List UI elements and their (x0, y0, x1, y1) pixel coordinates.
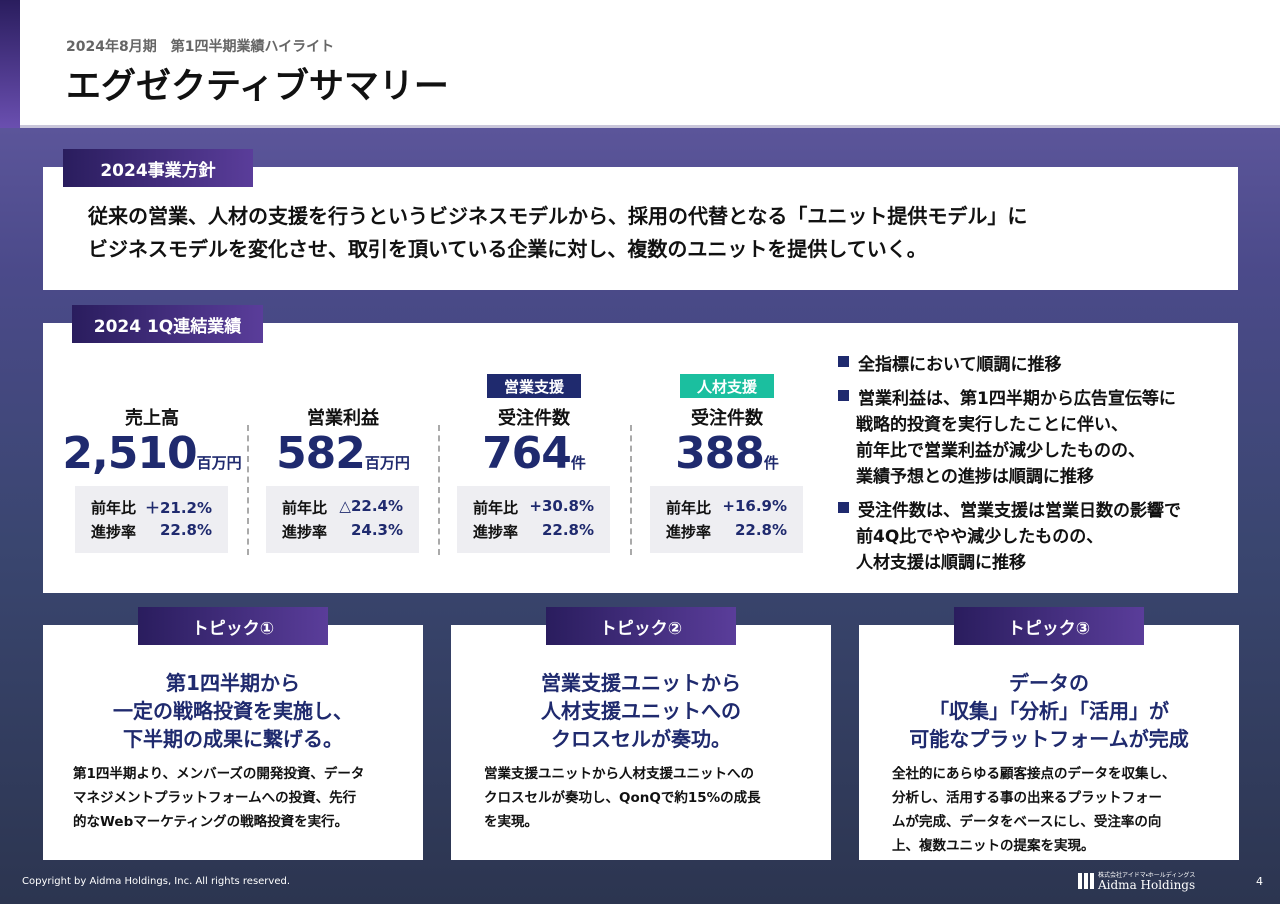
topic-body: を実現。 (484, 814, 538, 830)
divider (630, 425, 632, 555)
kpi-name: 受注件数 (691, 408, 763, 429)
topic-label: トピック② (546, 607, 736, 645)
divider (438, 425, 440, 555)
bullet-marker (838, 356, 849, 367)
topic-headline: 第1四半期から (166, 671, 300, 695)
kpi-unit: 百万円 (364, 454, 410, 472)
topic-headline: 一定の戦略投資を実施し、 (113, 699, 353, 723)
topic-headline: 下半期の成果に繋げる。 (123, 727, 343, 751)
kpi-name: 営業利益 (307, 408, 379, 429)
topic-body: マネジメントプラットフォームへの投資、先行 (73, 790, 357, 806)
subtitle: 2024年8月期 第1四半期業績ハイライト (66, 39, 335, 55)
logo-icon (1078, 873, 1096, 889)
kpi-tag: 人材支援 (680, 374, 774, 398)
kpi-stats: 前年比 +30.8% 進捗率 22.8% (457, 486, 610, 553)
topic-box (451, 625, 831, 860)
kpi-unit: 件 (570, 454, 586, 472)
kpi-tag: 営業支援 (487, 374, 581, 398)
stat-value: △22.4% (339, 497, 403, 515)
stat-label: 前年比 (282, 499, 328, 517)
bullet-line: 前4Q比でやや減少したものの、 (856, 527, 1104, 547)
stat-value: 22.8% (159, 521, 212, 539)
topic-label: トピック③ (954, 607, 1144, 645)
bullet-line: 受注件数は、営業支援は営業日数の影響で (858, 501, 1181, 521)
kpi-stats: 前年比 △22.4% 進捗率 24.3% (266, 486, 419, 553)
stat-label: 進捗率 (282, 523, 328, 541)
kpi-number: 764 (482, 428, 572, 479)
topic-body: 第1四半期より、メンバーズの開発投資、データ (73, 766, 365, 782)
header-band (0, 0, 1280, 128)
kpi-unit: 百万円 (196, 454, 242, 472)
bullet-line: 全指標において順調に推移 (858, 355, 1062, 375)
bullet-marker (838, 502, 849, 513)
title: エグゼクティブサマリー (66, 67, 449, 107)
bullet-line: 前年比で営業利益が減少したものの、 (856, 441, 1145, 461)
topic-label: トピック① (138, 607, 328, 645)
stat-value: +16.9% (722, 497, 787, 515)
stat-value: 22.8% (541, 521, 594, 539)
topic-headline: 人材支援ユニットへの (541, 699, 741, 723)
bullet-marker (838, 390, 849, 401)
kpi-stats: 前年比 +16.9% 進捗率 22.8% (650, 486, 803, 553)
topic-box (43, 625, 423, 860)
copyright: Copyright by Aidma Holdings, Inc. All ri… (22, 876, 291, 887)
topic-body: 営業支援ユニットから人材支援ユニットへの (484, 766, 754, 782)
results-label: 2024 1Q連結業績 (72, 305, 263, 343)
topic-headline: 可能なプラットフォームが完成 (909, 727, 1189, 751)
kpi-number: 582 (276, 428, 366, 479)
divider (247, 425, 249, 555)
kpi-value: 582百万円 (243, 428, 443, 479)
kpi-value: 388件 (627, 428, 827, 479)
bullet-line: 戦略的投資を実行したことに伴い、 (856, 415, 1128, 435)
policy-line: 従来の営業、人材の支援を行うというビジネスモデルから、採用の代替となる「ユニット… (88, 204, 1028, 228)
policy-label: 2024事業方針 (63, 149, 253, 187)
stat-value: +30.8% (529, 497, 594, 515)
stat-label: 前年比 (666, 499, 712, 517)
kpi-number: 2,510 (62, 428, 197, 479)
topic-body: ムが完成、データをベースにし、受注率の向 (892, 814, 1162, 830)
stat-label: 前年比 (91, 499, 137, 517)
bullet-line: 業績予想との進捗は順調に推移 (856, 467, 1094, 487)
kpi-value: 764件 (434, 428, 634, 479)
stat-value: 22.8% (734, 521, 787, 539)
kpi-name: 受注件数 (498, 408, 570, 429)
kpi-stats: 前年比 ＋21.2% 進捗率 22.8% (75, 486, 228, 553)
policy-box (43, 167, 1238, 290)
topic-body: クロスセルが奏功し、QonQで約15%の成長 (484, 790, 761, 806)
topic-body: 的なWebマーケティングの戦略投資を実行。 (73, 814, 349, 830)
stat-label: 進捗率 (666, 523, 712, 541)
topic-body: 上、複数ユニットの提案を実現。 (892, 838, 1095, 854)
kpi-unit: 件 (763, 454, 779, 472)
topic-body: 全社的にあらゆる顧客接点のデータを収集し、 (892, 766, 1176, 782)
stat-label: 進捗率 (473, 523, 519, 541)
bullet-line: 営業利益は、第1四半期から広告宣伝等に (858, 389, 1176, 409)
topic-headline: 営業支援ユニットから (541, 671, 741, 695)
stat-label: 進捗率 (91, 523, 137, 541)
kpi-value: 2,510百万円 (52, 428, 252, 479)
results-box (43, 323, 1238, 593)
page-number: 4 (1256, 875, 1263, 888)
topic-headline: データの (1009, 671, 1089, 695)
topic-body: 分析し、活用する事の出来るプラットフォー (892, 790, 1162, 806)
kpi-number: 388 (675, 428, 765, 479)
stat-label: 前年比 (473, 499, 519, 517)
company: Aidma Holdings (1098, 878, 1196, 892)
stat-value: ＋21.2% (144, 499, 212, 517)
kpi-name: 売上高 (125, 408, 179, 429)
policy-line: ビジネスモデルを変化させ、取引を頂いている企業に対し、複数のユニットを提供してい… (88, 237, 927, 261)
bullet-line: 人材支援は順調に推移 (856, 553, 1026, 573)
topic-box (859, 625, 1239, 860)
company-jp: 株式会社アイドマ・ホールディングス (1098, 872, 1196, 879)
topic-headline: クロスセルが奏功。 (551, 727, 731, 751)
topic-headline: 「収集」「分析」「活用」が (929, 699, 1169, 723)
stat-value: 24.3% (350, 521, 403, 539)
header-accent (0, 0, 20, 128)
